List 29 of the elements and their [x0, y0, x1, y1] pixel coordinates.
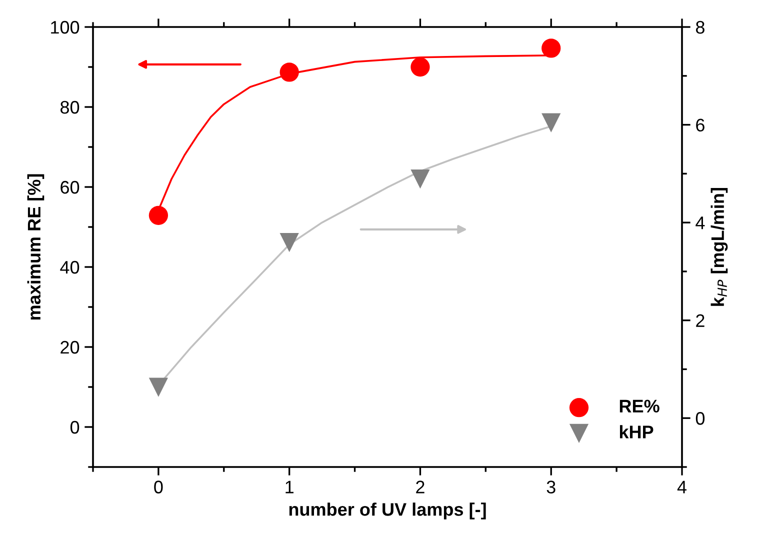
y-tick-label: 40 [60, 260, 80, 274]
y-tick-label: 100 [51, 20, 80, 34]
x-tick-label: 0 [154, 480, 163, 494]
x-tick-label: 1 [286, 480, 294, 494]
y-tick-label: 20 [60, 340, 80, 354]
point [410, 169, 430, 189]
y2-axis-title: k$_{HP}$ [mgL/min] [710, 188, 728, 306]
point [280, 62, 299, 82]
point [148, 378, 168, 397]
point [410, 57, 430, 77]
x-tick-label: 2 [416, 480, 424, 494]
legend-label: kHP [620, 425, 654, 438]
point [542, 38, 561, 58]
y2-tick-label: 0 [696, 412, 705, 425]
y2-tick-label: 2 [696, 314, 704, 327]
legend-label: RE% [620, 400, 660, 412]
y2-tick-label: 8 [696, 20, 704, 34]
x-tick-label: 3 [546, 480, 556, 494]
y-axis-title: maximum RE [%] [27, 174, 44, 320]
y-tick-label: 60 [60, 180, 80, 194]
x-tick-label: 4 [677, 480, 686, 494]
y-tick-label: 0 [70, 420, 80, 434]
y2-tick-label: 6 [696, 118, 704, 132]
y2-tick-label: 4 [696, 216, 705, 230]
point [280, 233, 299, 252]
x-axis-title: number of UV lamps [-] [289, 502, 486, 520]
point [148, 206, 168, 225]
y-tick-label: 80 [60, 100, 80, 114]
point [542, 113, 561, 132]
